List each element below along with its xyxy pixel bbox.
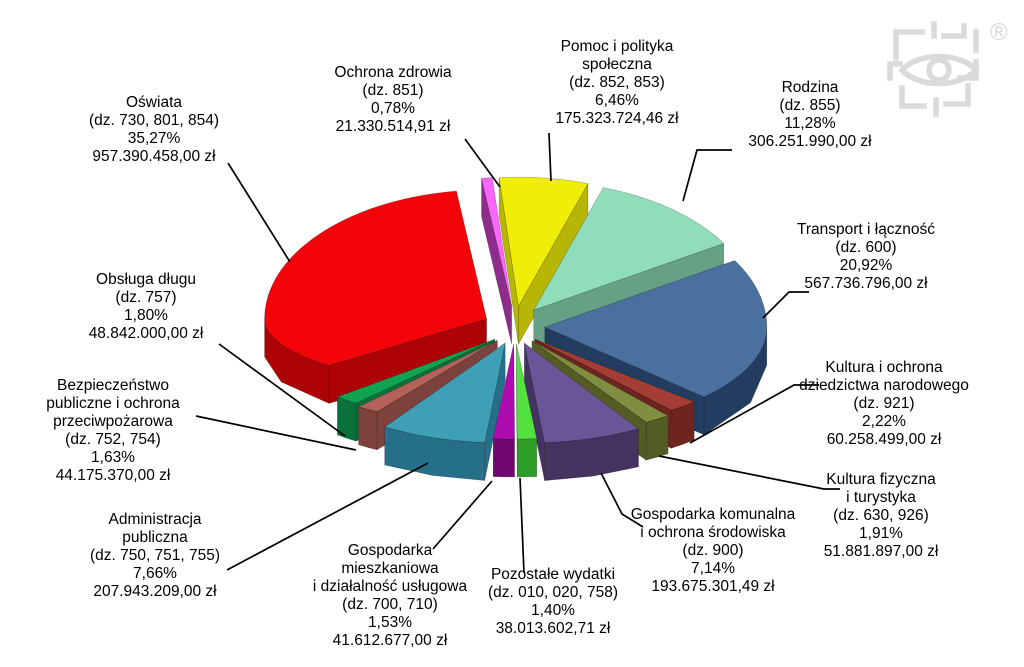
slice-label-pomoc: Pomoc i polityka społeczna (dz. 852, 853… — [555, 38, 679, 127]
leader-line-fizyczna — [658, 455, 840, 490]
slice-label-obsluga: Obsługa długu (dz. 757) 1,80% 48.842.000… — [88, 271, 204, 342]
slice-label-administracja: Administracja publiczna (dz. 750, 751, 7… — [89, 511, 221, 600]
watermark-maze-lines — [887, 21, 979, 117]
pie-slice-rodzina-top — [533, 187, 725, 311]
watermark-registered-symbol: ® — [990, 19, 1008, 46]
leader-line-dziedzictwo — [689, 384, 819, 444]
leader-line-pomoc — [548, 132, 552, 182]
pie-slice-pomoc-top — [498, 176, 589, 308]
pie-slice-komunalna-end-wall — [524, 342, 545, 481]
pie-slice-fizyczna-top — [531, 340, 669, 423]
leader-line-bezpieczenstwo — [195, 415, 357, 451]
pie-slice-bezpieczenstwo-top — [357, 340, 498, 413]
pie-slice-administracja-start-wall — [484, 342, 506, 481]
pie-slice-bezpieczenstwo-arc-wall — [358, 406, 378, 451]
pie-slice-obsluga-arc-wall — [337, 396, 357, 442]
pie-slice-ochrona-zdrowia-top — [481, 177, 512, 307]
slice-label-transport: Transport i łączność (dz. 600) 20,92% 56… — [796, 221, 936, 292]
leader-line-ochrona-zdrowia — [464, 138, 501, 188]
leader-line-rodzina — [682, 149, 732, 202]
pie-slice-mieszkaniowa-arc-wall — [492, 438, 515, 478]
leader-line-mieszkaniowa — [432, 480, 493, 550]
slice-label-fizyczna: Kultura fizyczna i turystyka (dz. 630, 9… — [823, 471, 939, 560]
leader-line-pozostale — [519, 477, 525, 574]
watermark-pupil — [926, 57, 952, 83]
slice-label-komunalna: Gospodarka komunalna i ochrona środowisk… — [630, 506, 796, 595]
pie-slice-transport-top — [543, 260, 768, 398]
slice-label-ochrona-zdrowia: Ochrona zdrowia (dz. 851) 0,78% 21.330.5… — [334, 64, 452, 135]
pie-slice-komunalna-top — [523, 342, 640, 443]
watermark-logo: ® — [887, 19, 1008, 117]
pie-slice-pozostale-top — [516, 343, 538, 440]
slice-label-oswiata: Oświata (dz. 730, 801, 854) 35,27% 957.3… — [88, 94, 220, 165]
pie-slice-mieszkaniowa-top — [492, 343, 515, 440]
pie-slice-pozostale-end-wall — [516, 343, 518, 477]
leader-line-oswiata — [227, 162, 291, 263]
watermark-eye-icon — [898, 53, 980, 87]
pie-slice-fizyczna-arc-wall — [645, 415, 669, 461]
pie-slice-obsluga-top — [336, 338, 496, 404]
pie-slice-oswiata-top — [264, 190, 487, 366]
leader-line-komunalna — [600, 472, 644, 528]
pie-slice-dziedzictwo-top — [534, 338, 696, 411]
leader-line-administracja — [226, 462, 429, 571]
slice-label-rodzina: Rodzina (dz. 855) 11,28% 306.251.990,00 … — [748, 79, 872, 150]
pie-slice-administracja-top — [384, 342, 506, 443]
slice-label-dziedzictwo: Kultura i ochrona dziedzictwa narodowego… — [799, 359, 969, 448]
slice-label-bezpieczenstwo: Bezpieczeństwo publiczne i ochrona przec… — [46, 377, 180, 484]
leader-line-obsluga — [218, 343, 346, 437]
pie-slice-ochrona-zdrowia-start-wall — [481, 178, 512, 345]
pie-slice-pozostale-arc-wall — [516, 438, 538, 478]
slice-label-pozostale: Pozostałe wydatki (dz. 010, 020, 758) 1,… — [487, 566, 619, 637]
slice-label-mieszkaniowa: Gospodarka mieszkaniowa i działalność us… — [312, 542, 468, 649]
leader-line-transport — [762, 291, 809, 319]
